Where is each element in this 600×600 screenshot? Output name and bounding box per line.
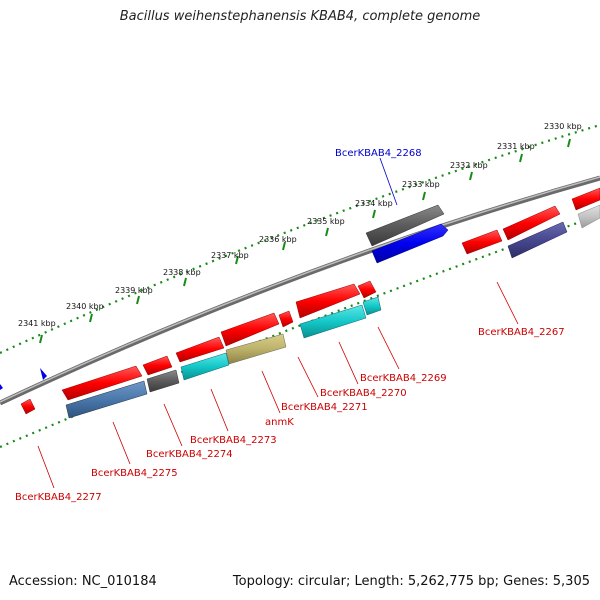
gene-label-2274[interactable]: BcerKBAB4_2274 bbox=[146, 449, 233, 460]
gene-label-2268[interactable]: BcerKBAB4_2268 bbox=[335, 148, 422, 159]
gene-blue-small[interactable] bbox=[40, 368, 47, 380]
gene-label-2271[interactable]: BcerKBAB4_2271 bbox=[281, 402, 368, 413]
gene-cyan-2270[interactable] bbox=[299, 304, 367, 339]
gene-label-2270[interactable]: BcerKBAB4_2270 bbox=[320, 388, 407, 399]
tick-label: 2336 kbp bbox=[259, 235, 297, 244]
tick-label: 2331 kbp bbox=[497, 142, 535, 151]
tick-mark bbox=[519, 153, 523, 163]
gene-red-upper-2[interactable] bbox=[461, 229, 503, 255]
tick-label: 2330 kbp bbox=[544, 122, 582, 131]
gene-cyan-2269[interactable] bbox=[362, 296, 382, 316]
tick-mark bbox=[567, 138, 571, 148]
gene-red-2275[interactable] bbox=[61, 365, 143, 401]
tick-mark bbox=[469, 171, 473, 181]
leader-line-2275 bbox=[112, 421, 131, 465]
leader-line-2273 bbox=[210, 388, 229, 432]
gene-blue-2268b[interactable] bbox=[371, 223, 449, 264]
tick-label: 2335 kbp bbox=[307, 217, 345, 226]
genome-backbone-highlight bbox=[0, 176, 600, 403]
gene-label-2269[interactable]: BcerKBAB4_2269 bbox=[360, 373, 447, 384]
tick-label: 2337 kbp bbox=[211, 251, 249, 260]
gene-label-2273[interactable]: BcerKBAB4_2273 bbox=[190, 435, 277, 446]
gene-cyan-2273[interactable] bbox=[180, 352, 230, 381]
scale-tick-labels: 2341 kbp 2340 kbp 2339 kbp 2338 kbp 2337… bbox=[18, 122, 582, 328]
tick-mark bbox=[39, 334, 43, 344]
tick-label: 2332 kbp bbox=[450, 161, 488, 170]
gene-blue-edge[interactable] bbox=[0, 384, 3, 390]
gene-lightgray-edge[interactable] bbox=[577, 204, 600, 229]
leader-line-2274 bbox=[163, 403, 183, 447]
gene-navy[interactable] bbox=[507, 221, 568, 259]
scale-tick-marks bbox=[39, 138, 571, 344]
gene-red-2273[interactable] bbox=[142, 355, 173, 376]
gene-2268[interactable] bbox=[365, 204, 445, 247]
gene-red-2270[interactable] bbox=[295, 283, 361, 319]
tick-mark bbox=[282, 241, 286, 251]
leader-line-2268 bbox=[379, 157, 398, 206]
gene-label-anmk[interactable]: anmK bbox=[265, 417, 294, 428]
tick-label: 2338 kbp bbox=[163, 268, 201, 277]
leader-line-2267 bbox=[496, 281, 519, 325]
lower-strand-genes bbox=[0, 280, 382, 419]
topology-label: Topology: circular; Length: 5,262,775 bp… bbox=[232, 574, 590, 589]
gene-labels: BcerKBAB4_2268 BcerKBAB4_2267 BcerKBAB4_… bbox=[15, 148, 565, 503]
gene-red-edge[interactable] bbox=[571, 187, 600, 211]
leader-lines bbox=[37, 157, 519, 489]
leader-line-2271 bbox=[297, 356, 319, 398]
leader-line-2269 bbox=[377, 326, 400, 370]
tick-mark bbox=[325, 227, 329, 237]
tick-mark bbox=[183, 277, 187, 287]
tick-mark bbox=[89, 313, 93, 323]
accession-label: Accession: NC_010184 bbox=[9, 574, 157, 589]
tick-mark bbox=[372, 209, 376, 219]
gene-red-2271[interactable] bbox=[220, 312, 280, 347]
tick-mark bbox=[422, 191, 426, 201]
leader-line-anmk bbox=[261, 370, 281, 414]
gene-red-2277[interactable] bbox=[20, 398, 36, 415]
gene-red-small[interactable] bbox=[278, 310, 294, 328]
gene-olive-anmk[interactable] bbox=[225, 333, 287, 365]
outer-dotted-track bbox=[0, 123, 600, 354]
tick-label: 2334 kbp bbox=[355, 199, 393, 208]
genome-title: Bacillus weihenstephanensis KBAB4, compl… bbox=[119, 9, 481, 24]
gene-red-upper[interactable] bbox=[502, 205, 561, 241]
leader-line-2270 bbox=[338, 341, 359, 385]
gene-red-2269[interactable] bbox=[357, 280, 377, 299]
genome-backbone bbox=[0, 175, 600, 406]
tick-label: 2341 kbp bbox=[18, 319, 56, 328]
tick-label: 2340 kbp bbox=[66, 302, 104, 311]
gene-label-2275[interactable]: BcerKBAB4_2275 bbox=[91, 468, 178, 479]
leader-line-2277 bbox=[37, 445, 55, 489]
tick-label: 2339 kbp bbox=[115, 286, 153, 295]
gene-label-2267[interactable]: BcerKBAB4_2267 bbox=[478, 327, 565, 338]
gene-label-2277[interactable]: BcerKBAB4_2277 bbox=[15, 492, 102, 503]
gene-red-anmk[interactable] bbox=[175, 336, 225, 363]
tick-mark bbox=[136, 295, 140, 305]
upper-strand-genes bbox=[365, 187, 600, 264]
tick-mark bbox=[235, 255, 239, 265]
gene-steel-2275[interactable] bbox=[65, 380, 148, 419]
tick-label: 2333 kbp bbox=[402, 180, 440, 189]
gene-gray-2274[interactable] bbox=[146, 369, 180, 393]
